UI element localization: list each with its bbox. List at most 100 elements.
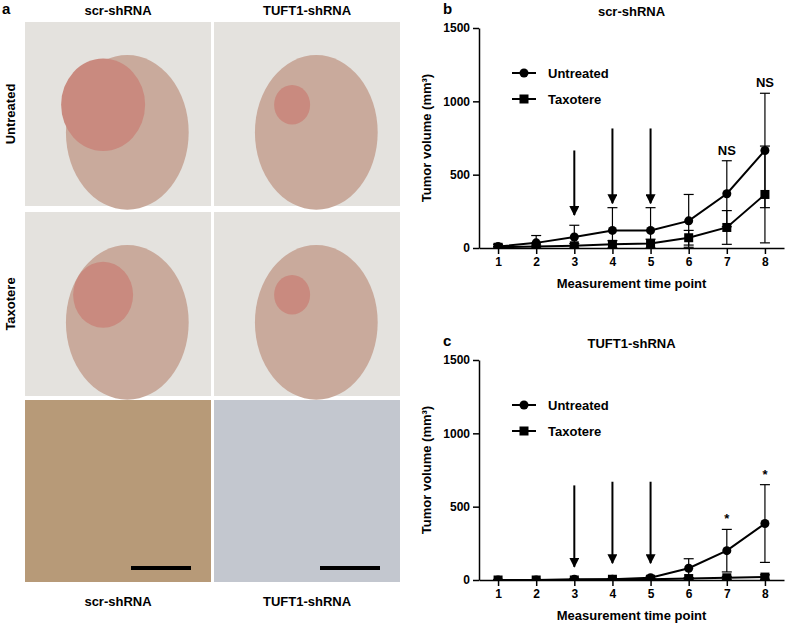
error-cap: [760, 242, 770, 243]
panel-label: c: [443, 332, 451, 349]
panel-label: a: [2, 0, 11, 17]
tick-label: 4: [610, 255, 617, 269]
marker: [570, 241, 579, 248]
tick: 1: [495, 248, 502, 269]
marker: [608, 240, 617, 248]
tick: 3: [571, 580, 578, 601]
tumor: [274, 275, 310, 315]
marker: [760, 519, 769, 528]
ihc-background: [25, 400, 211, 582]
series: [493, 146, 770, 248]
tick-mark: [498, 248, 500, 254]
marker: [646, 575, 655, 580]
legend-entry: Taxotere: [548, 92, 601, 107]
tick-mark: [473, 360, 479, 362]
bottom-label: scr-shRNA: [84, 594, 152, 609]
tick-label: 6: [686, 255, 693, 269]
error-cap: [760, 562, 770, 563]
mouse-photo: [214, 212, 400, 400]
chart: cTUFT1-shRNA12345678050010001500Measurem…: [419, 332, 785, 623]
series-line: [498, 150, 765, 246]
tick: 7: [724, 248, 731, 269]
error-cap: [722, 160, 732, 161]
tick-mark: [765, 580, 767, 586]
marker: [722, 189, 731, 198]
tick: 8: [762, 248, 769, 269]
tick-label: 2: [533, 255, 540, 269]
tick-mark: [574, 248, 576, 254]
tick: 500: [450, 168, 479, 182]
tick: 0: [463, 241, 479, 255]
error-bar: [531, 236, 541, 248]
row-label: Taxotere: [3, 277, 18, 330]
series-line: [498, 524, 765, 580]
arrow: [650, 128, 652, 203]
tick-mark: [473, 174, 479, 176]
legend-marker: [520, 69, 529, 78]
marker: [760, 190, 769, 199]
marker: [608, 575, 617, 580]
tick: 1: [495, 580, 502, 601]
tick-label: 4: [610, 587, 617, 601]
tick-label: 5: [648, 255, 655, 269]
error-cap: [569, 225, 579, 226]
marker: [646, 239, 655, 248]
tick-label: 1000: [443, 95, 470, 109]
marker: [608, 226, 617, 235]
tick-label: 7: [724, 587, 731, 601]
tick-mark: [612, 580, 614, 586]
plot-area: [493, 93, 770, 248]
tick: 1000: [443, 427, 479, 441]
figure: ascr-shRNATUFT1-shRNAUntreatedTaxoteresc…: [0, 0, 797, 637]
tick-mark: [536, 248, 538, 254]
tick-mark: [688, 248, 690, 254]
tick-label: 1500: [443, 353, 470, 367]
column-label: scr-shRNA: [84, 3, 152, 18]
tick: 1500: [443, 353, 479, 367]
marker: [722, 223, 731, 232]
panel-label: b: [443, 0, 452, 17]
axis-line: [479, 29, 481, 249]
x-axis-title: Measurement time point: [557, 276, 707, 291]
tick-label: 0: [463, 573, 470, 587]
annotation: *: [724, 511, 730, 526]
tick-label: 1000: [443, 427, 470, 441]
error-bar: [722, 529, 732, 572]
tick-mark: [473, 248, 479, 250]
tick-label: 1500: [443, 21, 470, 35]
legend-marker: [520, 95, 529, 104]
tick-label: 2: [533, 587, 540, 601]
mouse-body: [255, 55, 378, 210]
tick-label: 3: [571, 587, 578, 601]
error-bar: [760, 146, 770, 243]
tumor: [274, 85, 310, 125]
marker: [570, 233, 579, 242]
tick: 8: [762, 580, 769, 601]
arrow: [611, 128, 613, 203]
panel-a: ascr-shRNATUFT1-shRNAUntreatedTaxoteresc…: [2, 0, 400, 609]
marker: [570, 575, 579, 580]
x-axis: 12345678: [480, 580, 785, 601]
tumor: [73, 262, 133, 328]
marker: [532, 576, 541, 581]
plot-area: [493, 482, 770, 580]
scale-bar: [320, 566, 380, 570]
annotation: NS: [756, 75, 774, 90]
mouse-photo: [214, 22, 400, 210]
tick-mark: [536, 580, 538, 586]
marker: [722, 546, 731, 555]
error-cap: [722, 571, 732, 572]
tick: 6: [686, 580, 693, 601]
tick: 0: [463, 573, 479, 587]
axis-line: [480, 248, 785, 250]
marker: [760, 573, 769, 580]
tick-label: 500: [450, 500, 470, 514]
marker: [494, 576, 503, 581]
series-line: [498, 194, 765, 247]
tick: 500: [450, 500, 479, 514]
tick: 2: [533, 580, 540, 601]
arrow: [611, 482, 613, 563]
x-axis: 12345678: [480, 248, 785, 269]
tick-label: 0: [463, 241, 470, 255]
tick-mark: [473, 28, 479, 30]
